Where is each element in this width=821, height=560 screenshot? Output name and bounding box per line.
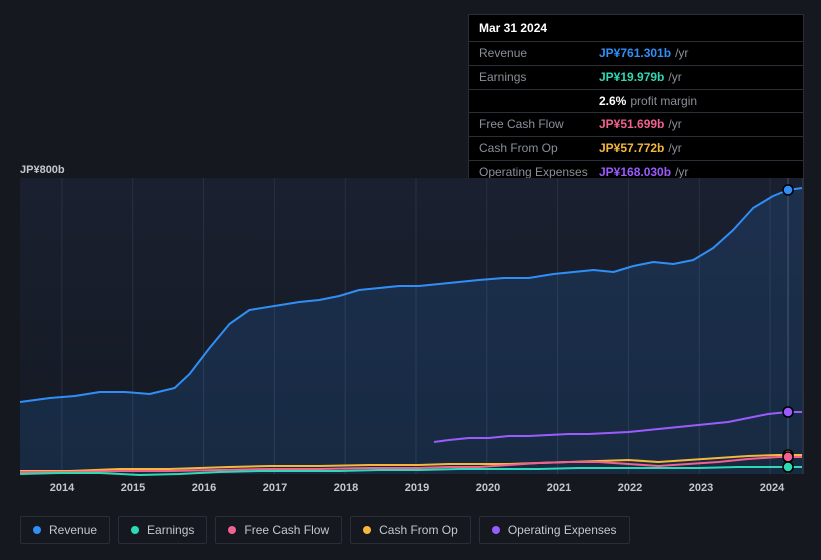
legend-dot-icon — [131, 526, 139, 534]
tooltip-label: Earnings — [479, 69, 599, 86]
tooltip-row: Free Cash FlowJP¥51.699b/yr — [469, 113, 803, 137]
legend-label: Revenue — [49, 523, 97, 537]
tooltip-label: Revenue — [479, 45, 599, 62]
legend-label: Cash From Op — [379, 523, 458, 537]
tooltip-unit: /yr — [668, 116, 681, 133]
series-marker-earnings — [783, 462, 793, 472]
x-axis-label: 2022 — [618, 482, 642, 494]
series-marker-operating-expenses — [783, 407, 793, 417]
legend-dot-icon — [363, 526, 371, 534]
legend-dot-icon — [492, 526, 500, 534]
x-axis-label: 2016 — [192, 482, 216, 494]
x-axis-label: 2024 — [760, 482, 784, 494]
legend-dot-icon — [228, 526, 236, 534]
tooltip-row: Cash From OpJP¥57.772b/yr — [469, 137, 803, 161]
x-axis-label: 2023 — [689, 482, 713, 494]
series-marker-free-cash-flow — [783, 452, 793, 462]
x-axis-label: 2019 — [405, 482, 429, 494]
legend-dot-icon — [33, 526, 41, 534]
legend-item-earnings[interactable]: Earnings — [118, 516, 207, 544]
x-axis-label: 2021 — [547, 482, 571, 494]
legend-label: Operating Expenses — [508, 523, 617, 537]
legend-item-free-cash-flow[interactable]: Free Cash Flow — [215, 516, 342, 544]
x-axis-label: 2020 — [476, 482, 500, 494]
legend-item-operating-expenses[interactable]: Operating Expenses — [479, 516, 630, 544]
x-axis-label: 2014 — [50, 482, 74, 494]
y-axis-label: JP¥800b — [20, 164, 65, 176]
legend-item-revenue[interactable]: Revenue — [20, 516, 110, 544]
tooltip-unit: /yr — [675, 45, 688, 62]
tooltip-value: JP¥19.979b — [599, 69, 664, 86]
chart-plot-area[interactable] — [20, 178, 804, 474]
tooltip-label: Free Cash Flow — [479, 116, 599, 133]
tooltip-unit: /yr — [668, 140, 681, 157]
chart-legend: Revenue Earnings Free Cash Flow Cash From O… — [20, 516, 630, 544]
tooltip-title: Mar 31 2024 — [469, 15, 803, 42]
tooltip-row: RevenueJP¥761.301b/yr — [469, 42, 803, 66]
tooltip-value: JP¥51.699b — [599, 116, 664, 133]
tooltip-value: JP¥57.772b — [599, 140, 664, 157]
tooltip-label — [479, 93, 599, 110]
tooltip-unit: /yr — [668, 69, 681, 86]
tooltip-row: 2.6%profit margin — [469, 90, 803, 114]
tooltip-value: 2.6% — [599, 93, 626, 110]
chart-tooltip: Mar 31 2024 RevenueJP¥761.301b/yrEarning… — [468, 14, 804, 185]
legend-label: Free Cash Flow — [244, 523, 329, 537]
x-axis-label: 2017 — [263, 482, 287, 494]
x-axis-label: 2018 — [334, 482, 358, 494]
tooltip-value: JP¥761.301b — [599, 45, 671, 62]
legend-label: Earnings — [147, 523, 194, 537]
x-axis-label: 2015 — [121, 482, 145, 494]
tooltip-label: Cash From Op — [479, 140, 599, 157]
legend-item-cash-from-op[interactable]: Cash From Op — [350, 516, 471, 544]
tooltip-unit: profit margin — [630, 93, 697, 110]
tooltip-row: EarningsJP¥19.979b/yr — [469, 66, 803, 90]
series-marker-revenue — [783, 185, 793, 195]
